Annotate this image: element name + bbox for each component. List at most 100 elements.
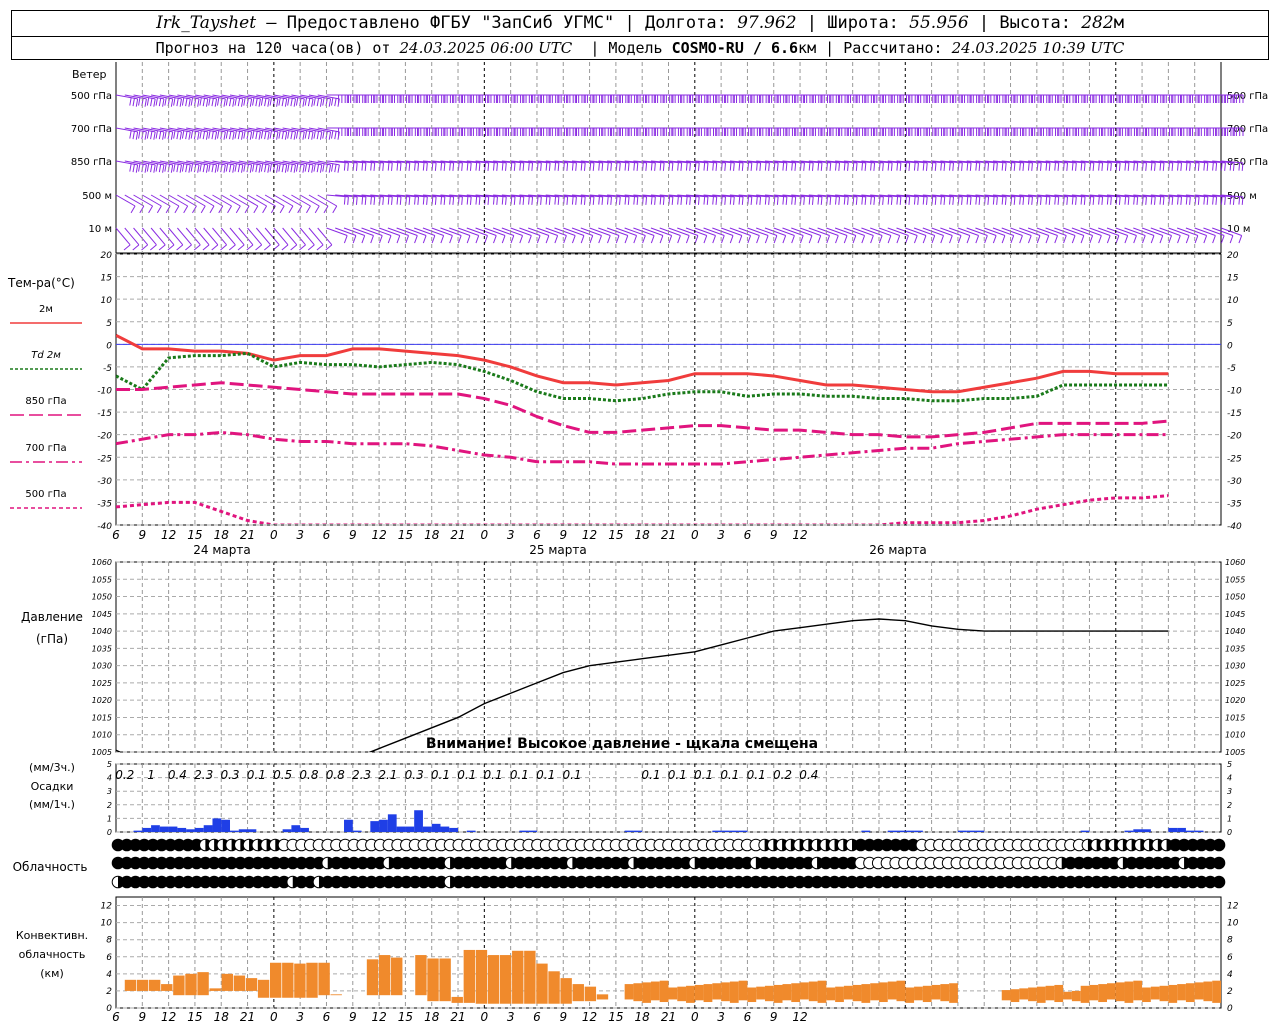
wind-barb-feather <box>645 196 648 205</box>
pressure-tick: 1045 <box>92 610 112 619</box>
wind-barb-feather <box>820 196 823 205</box>
wind-level-label: 10 м <box>89 224 112 235</box>
wind-barb-feather <box>249 164 253 173</box>
conv-bar <box>1080 985 1090 1003</box>
wind-barb-feather <box>861 162 864 171</box>
conv-bar <box>1045 985 1055 1001</box>
conv-bar <box>136 979 149 991</box>
precip-bar <box>957 830 967 832</box>
wind-barb-feather <box>148 205 154 214</box>
wind-barb-feather <box>589 162 592 171</box>
wind-barb-feather <box>1045 235 1050 244</box>
wind-barb-feather <box>1118 162 1121 171</box>
wind-barb-feather <box>1071 162 1074 171</box>
date-label: 25 марта <box>529 543 586 557</box>
wind-barb-feather <box>659 235 664 244</box>
wind-barb-feather <box>826 196 828 205</box>
wind-barb-feather <box>1045 162 1048 171</box>
wind-barb-feather <box>457 162 460 171</box>
conv-bar <box>306 962 318 998</box>
wind-barb-feather <box>290 244 298 251</box>
altitude-unit: м <box>1113 13 1124 33</box>
precip-3h-total: 0.1 <box>247 768 266 782</box>
wind-barb-staff <box>142 94 165 100</box>
wind-barb-feather <box>176 164 179 173</box>
wind-barb-feather <box>311 98 314 107</box>
wind-barb-staff <box>317 94 340 100</box>
precip-bar <box>712 830 722 832</box>
conv-tick-right: 8 <box>1227 936 1233 946</box>
wind-barb-staff <box>256 94 279 100</box>
wind-barb-feather <box>1001 235 1006 244</box>
wind-barb-feather <box>571 196 574 205</box>
temp-tick-right: -20 <box>1227 432 1242 442</box>
wind-barb-feather <box>1185 196 1188 205</box>
precip-bar <box>449 827 459 832</box>
wind-barb-feather <box>1092 162 1095 171</box>
wind-barb-feather <box>158 98 162 107</box>
wind-barb-feather <box>396 196 399 205</box>
precip-bar <box>414 810 423 832</box>
wind-barb-feather <box>313 163 316 172</box>
temp-x-tick: 6 <box>744 528 752 542</box>
wind-barb-feather <box>209 205 215 214</box>
wind-barb-feather <box>636 196 639 205</box>
wind-barb-feather <box>650 196 653 205</box>
wind-barb-feather <box>835 162 837 171</box>
wind-barb-feather <box>164 163 167 172</box>
wind-barb-feather <box>158 164 162 173</box>
wind-barb-staff <box>650 227 672 236</box>
precip-3h-total: 0.2 <box>115 768 134 782</box>
wind-barb-staff <box>913 227 935 236</box>
conv-bar <box>245 978 258 991</box>
wind-barb-feather <box>548 162 551 171</box>
wind-barb-feather <box>150 244 157 251</box>
wind-barb-feather <box>258 98 261 107</box>
wind-barb-feather <box>952 196 955 205</box>
wind-barb-feather <box>322 130 325 139</box>
wind-barb-feather <box>811 196 814 205</box>
conv-bar <box>914 986 923 1001</box>
wind-level-label: 500 гПа <box>71 91 112 102</box>
wind-barb-staff <box>1159 227 1181 236</box>
wind-barb-feather <box>1063 162 1065 171</box>
wind-barb-feather <box>1071 235 1076 244</box>
conv-x-tick: 6 <box>112 1010 120 1024</box>
conv-x-tick: 0 <box>270 1010 278 1024</box>
wind-barb-feather <box>129 97 132 106</box>
wind-barb-feather <box>396 162 399 171</box>
wind-barb-feather <box>200 205 206 214</box>
wind-barb-feather <box>791 235 795 244</box>
temp-x-tick: 18 <box>635 528 651 542</box>
wind-barb-feather <box>278 130 281 139</box>
wind-barb-feather <box>536 196 539 205</box>
calc-label: | Рассчитано: <box>816 39 952 57</box>
precip-3h-total: 0.1 <box>720 768 739 782</box>
wind-barb-feather <box>940 235 944 244</box>
wind-barb-feather <box>838 196 841 205</box>
wind-barb-feather <box>293 131 297 140</box>
wind-barb-feather <box>276 98 279 107</box>
wind-barb-staff <box>405 227 427 236</box>
wind-barb-feather <box>288 205 294 214</box>
wind-barb-feather <box>738 196 741 205</box>
precip-tick: 3 <box>107 787 112 796</box>
pressure-tick-right: 1025 <box>1225 679 1245 688</box>
wind-barb-feather <box>917 196 919 205</box>
wind-barb-staff <box>291 194 311 207</box>
wind-barb-staff <box>264 227 280 246</box>
wind-barb-feather <box>519 162 521 171</box>
wind-barb-feather <box>835 235 839 244</box>
temp-tick-right: -25 <box>1227 454 1242 464</box>
wind-barb-feather <box>1092 196 1095 205</box>
wind-barb-feather <box>417 162 420 171</box>
conv-bar <box>1098 984 1107 1003</box>
wind-barb-feather <box>1238 196 1241 205</box>
wind-barb-feather <box>984 196 986 205</box>
wind-barb-feather <box>847 162 849 171</box>
provider-text: – Предоставлено ФГБУ "ЗапСиб УГМС" | Дол… <box>256 13 738 33</box>
wind-barb-feather <box>150 131 153 140</box>
wind-barb-feather <box>170 164 174 173</box>
wind-barb-staff <box>449 227 471 236</box>
